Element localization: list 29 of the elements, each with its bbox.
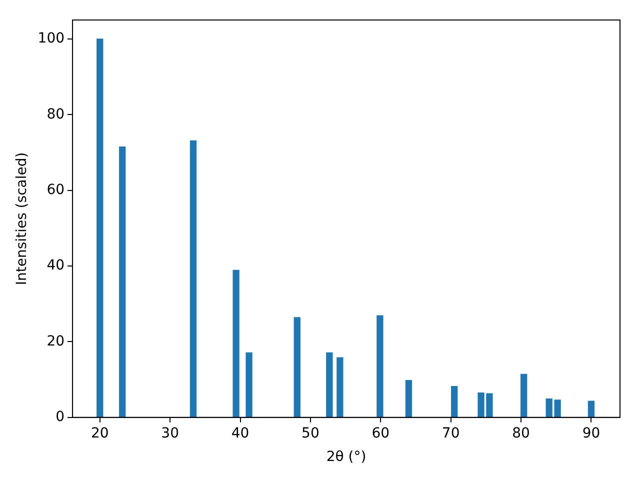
bar (190, 140, 197, 418)
bar (376, 315, 384, 418)
y-tick-label: 20 (46, 333, 65, 350)
x-tick-label: 90 (582, 425, 600, 442)
y-tick-label: 100 (38, 30, 65, 47)
x-tick-label: 70 (442, 425, 460, 442)
bar (119, 146, 126, 418)
x-tick-label: 30 (161, 425, 179, 442)
y-tick-label: 60 (46, 182, 65, 198)
x-tick-label: 40 (231, 425, 250, 442)
bar (405, 380, 412, 418)
bar (451, 386, 458, 418)
x-tick-label: 20 (90, 425, 109, 442)
bar (246, 352, 252, 418)
bar (232, 270, 240, 418)
y-tick-label: 40 (46, 258, 65, 274)
x-tick-label: 80 (512, 425, 530, 442)
bar (294, 317, 300, 418)
x-tick-label: 60 (372, 425, 390, 442)
bar (326, 352, 333, 418)
y-tick-label: 80 (46, 106, 65, 122)
bar (336, 357, 344, 418)
y-tick-label: 0 (56, 409, 65, 426)
x-tick-label: 50 (302, 425, 320, 442)
x-axis-title: 2θ (°) (326, 449, 366, 466)
bar (520, 374, 528, 418)
y-axis-title: Intensities (scaled) (14, 152, 30, 286)
bar (96, 38, 104, 418)
bar (588, 400, 595, 418)
